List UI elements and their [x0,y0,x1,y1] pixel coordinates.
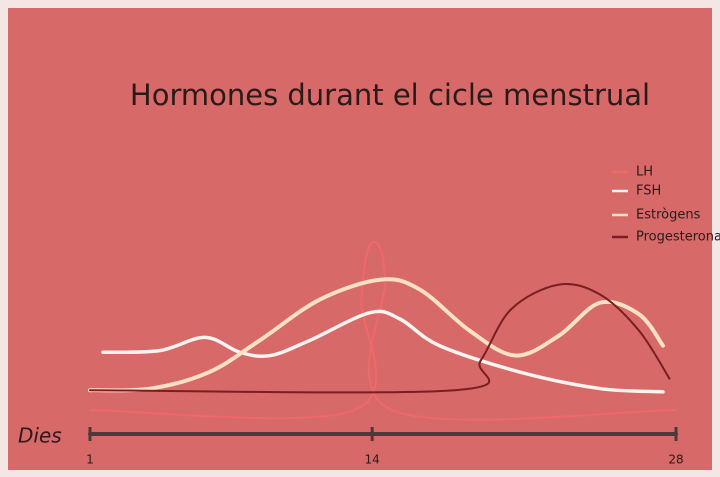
x-tick-label: 14 [365,453,380,467]
legend-label: LH [636,165,653,180]
legend-label: FSH [636,184,661,199]
chart-title: Hormones durant el cicle menstrual [130,78,650,112]
legend-label: Estrògens [636,208,701,223]
legend-label: Progesterona [636,230,720,245]
line-series [88,277,665,393]
x-tick-label: 1 [86,453,94,467]
x-tick-label: 28 [668,453,683,467]
x-axis-label: Dies [18,424,62,448]
line-series [89,282,671,394]
line-series [89,241,677,421]
line-series [101,309,665,394]
